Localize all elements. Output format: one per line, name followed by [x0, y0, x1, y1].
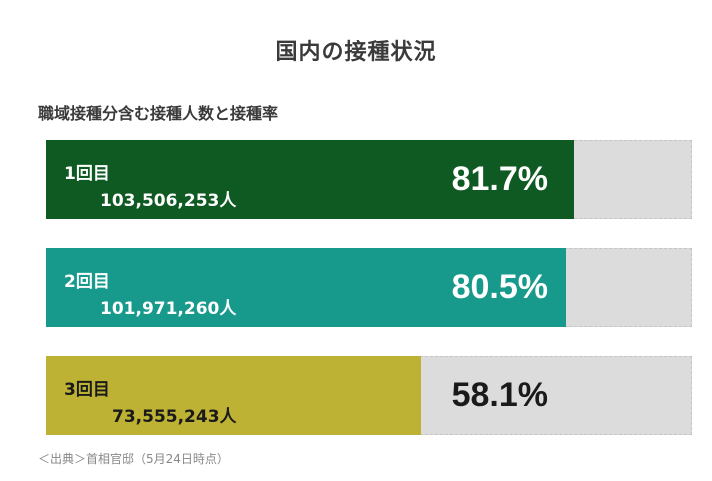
bar-value-label: 58.1% [451, 376, 548, 414]
bar-2 [46, 248, 566, 327]
bar-count-label: 73,555,243人 [112, 407, 237, 427]
bar-category-label: 1回目 [64, 164, 110, 184]
bar-category-label: 2回目 [64, 272, 110, 292]
bar-3 [46, 356, 421, 435]
chart-subtitle: 職域接種分含む接種人数と接種率 [38, 104, 279, 123]
bar-value-label: 80.5% [451, 268, 548, 306]
bar-count-label: 101,971,260人 [100, 299, 237, 319]
bar-count-label: 103,506,253人 [100, 191, 237, 211]
bar-value-label: 81.7% [451, 160, 548, 198]
chart-title: 国内の接種状況 [275, 40, 437, 65]
bar-1 [46, 140, 574, 219]
bar-category-label: 3回目 [64, 380, 110, 400]
source-note: ＜出典＞首相官邸（5月24日時点） [38, 452, 229, 466]
